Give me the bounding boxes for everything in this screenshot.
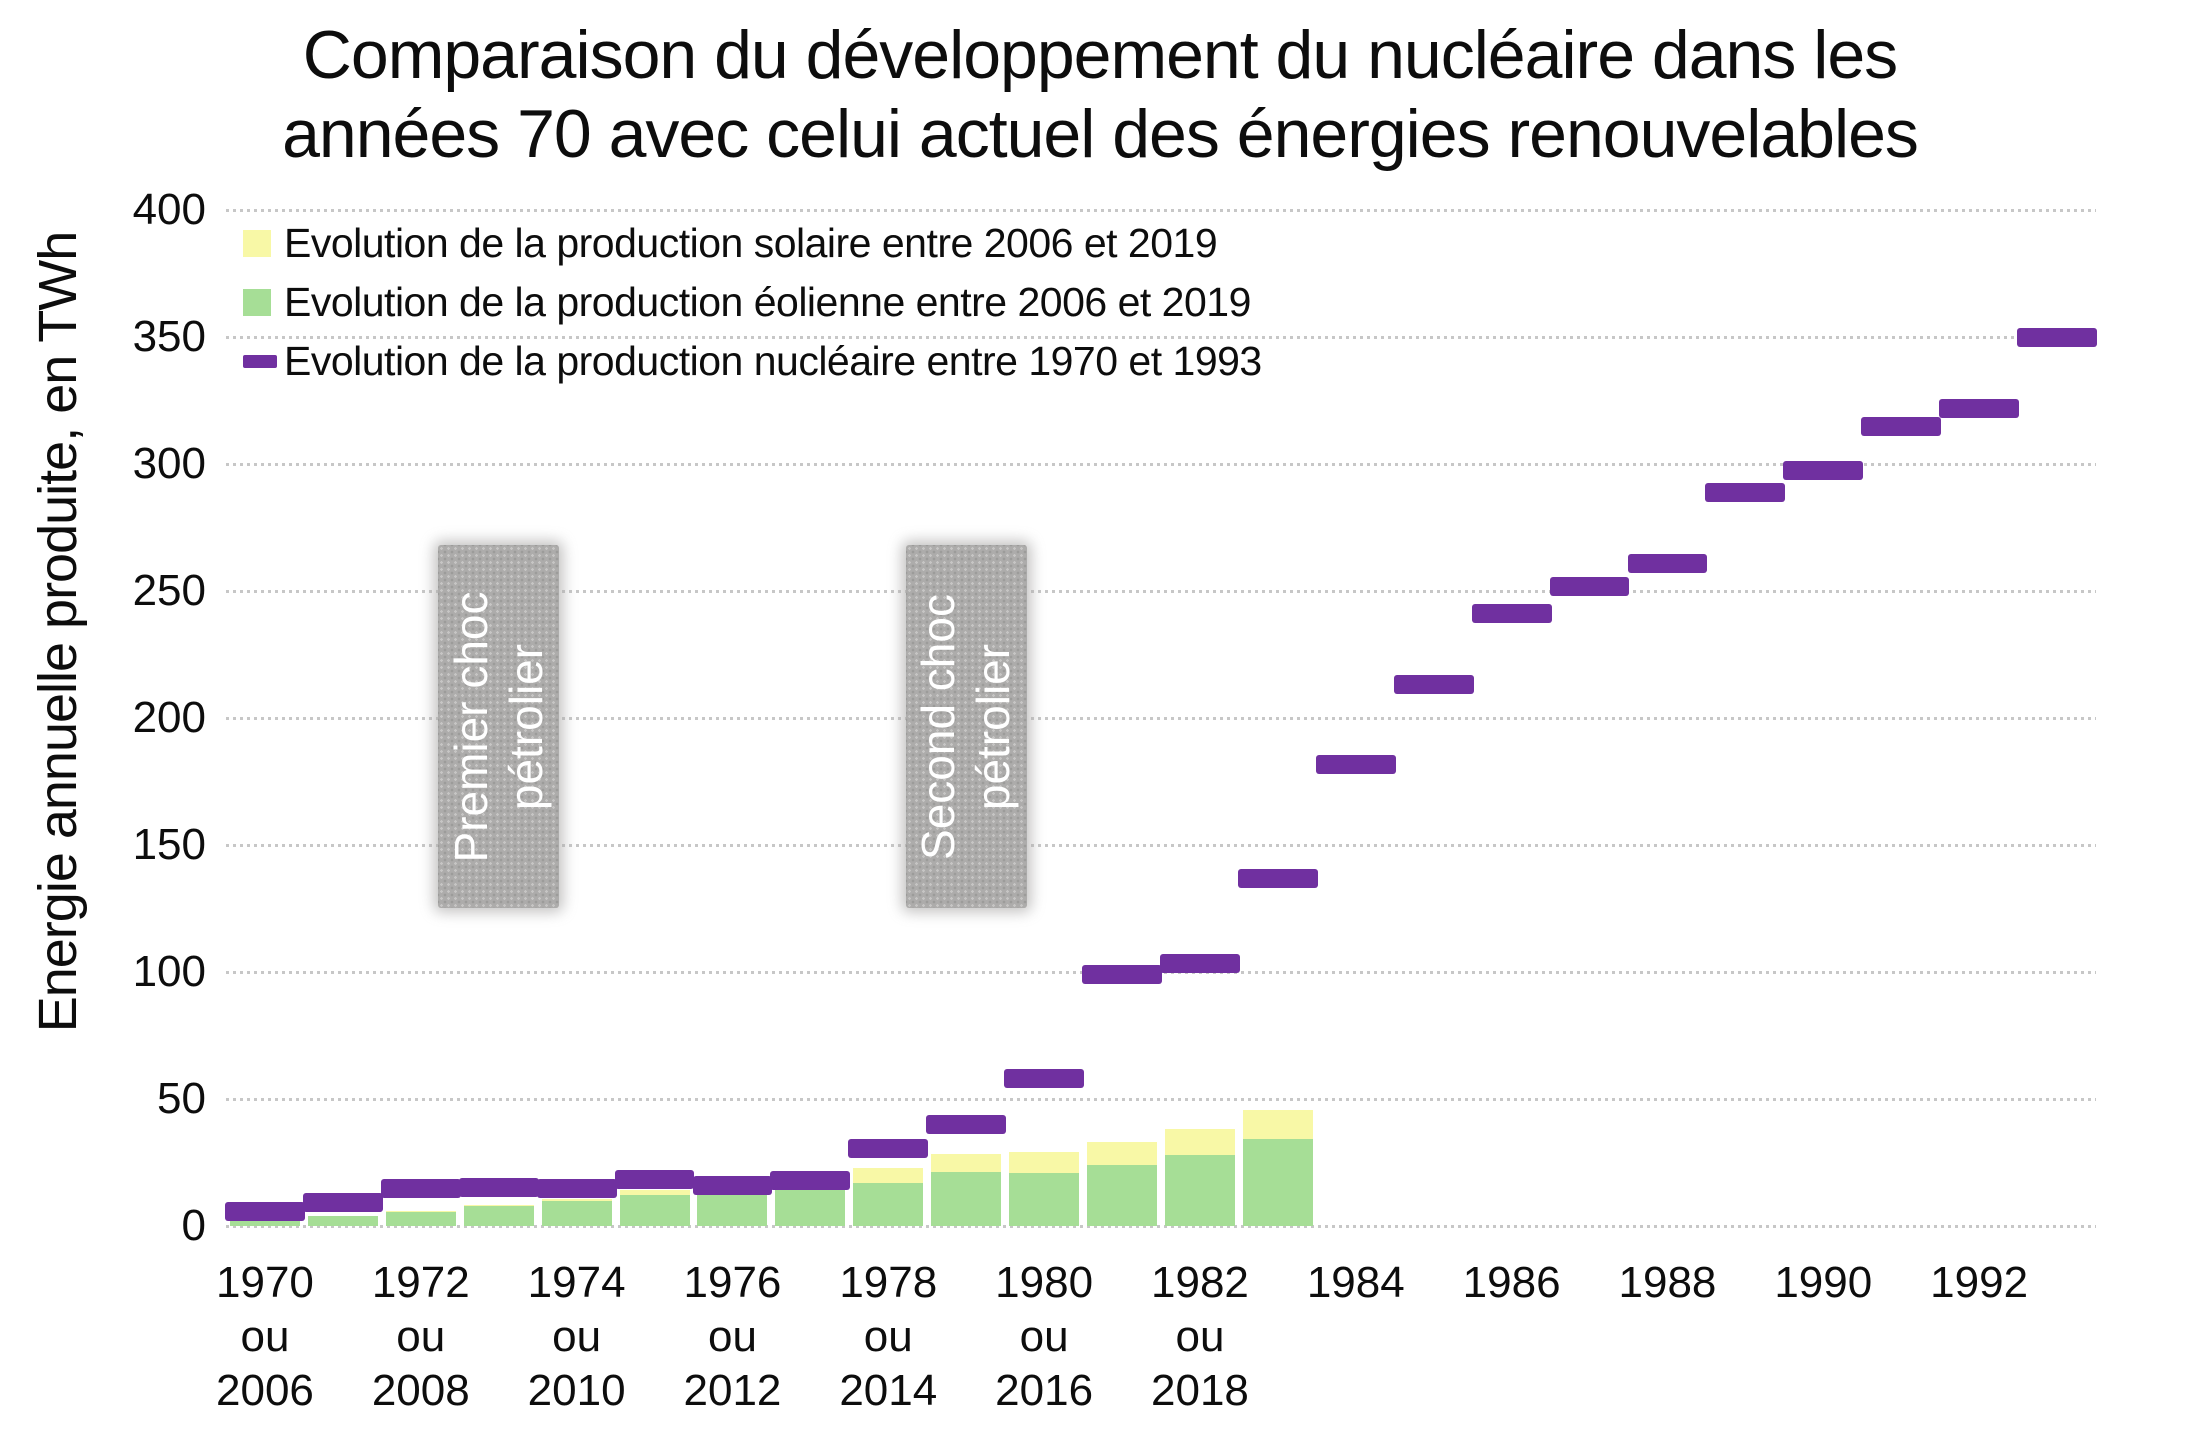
nuclear-dash-1985 [1393,675,1474,695]
wind-bar-2006 [229,1220,300,1226]
nuclear-dash-1982 [1160,953,1240,973]
wind-bar-2011 [619,1195,690,1226]
wind-bar-2007 [307,1215,378,1226]
y-tick-label-0: 0 [181,1201,206,1250]
nuclear-dash-1971 [302,1192,383,1212]
solar-bar-2014 [853,1167,924,1183]
solar-bar-2018 [1164,1129,1235,1156]
y-tick-label-200: 200 [132,693,206,742]
wind-bar-2009 [463,1205,534,1226]
gridline-0 [226,1225,2096,1228]
x-tick-label-1978: 1978 ou 2014 [839,1258,938,1415]
gridline-150 [226,844,2096,847]
y-tick-label-350: 350 [132,312,206,361]
wind-swatch-icon [243,289,271,316]
gridline-350 [226,336,2096,339]
nuclear-dash-1977 [770,1171,851,1191]
wind-bar-2019 [1242,1139,1313,1226]
solar-bar-2017 [1087,1141,1158,1166]
x-tick-label-1980: 1980 ou 2016 [995,1258,1094,1415]
plot-area: Premier choc pétrolier Second choc pétrol… [225,209,2097,1228]
wind-bar-2013 [775,1185,846,1226]
nuclear-dash-1987 [1549,577,1630,597]
nuclear-dash-1974 [536,1179,617,1199]
solar-bar-2016 [1009,1151,1080,1173]
gridline-300 [226,463,2096,466]
gridline-50 [226,1098,2096,1101]
solar-bar-2009 [463,1205,534,1206]
y-tick-label-400: 400 [132,185,206,234]
chart-title: Comparaison du développement du nucléair… [0,16,2200,174]
solar-bar-2015 [931,1153,1002,1173]
wind-bar-2018 [1164,1155,1235,1226]
nuclear-dash-1975 [614,1170,695,1190]
gridline-400 [226,209,2096,212]
oil-shock-label-2: Second choc pétrolier [912,593,1020,860]
y-tick-label-250: 250 [132,566,206,615]
legend-item-nuclear: Evolution de la production nucléaire ent… [243,332,1262,391]
legend-label-nuclear: Evolution de la production nucléaire ent… [284,338,1262,384]
y-tick-label-50: 50 [157,1074,206,1123]
nuclear-dash-1970 [225,1202,305,1222]
nuclear-dash-1981 [1082,964,1162,984]
gridline-200 [226,717,2096,720]
nuclear-dash-1986 [1471,603,1552,623]
nuclear-dash-1979 [926,1115,1007,1135]
wind-bar-2014 [853,1182,924,1226]
oil-shock-box-2: Second choc pétrolier [905,545,1027,909]
x-tick-label-1984: 1984 [1306,1258,1405,1307]
legend-item-wind: Evolution de la production éolienne entr… [243,273,1262,332]
solar-bar-2019 [1242,1109,1313,1140]
x-tick-label-1988: 1988 [1618,1258,1717,1307]
x-tick-label-1982: 1982 ou 2018 [1151,1258,1249,1415]
x-tick-label-1976: 1976 ou 2012 [683,1258,782,1415]
nuclear-dash-1988 [1627,554,1708,574]
wind-bar-2017 [1087,1165,1158,1226]
y-tick-label-300: 300 [132,439,206,488]
x-tick-label-1992: 1992 [1930,1258,2029,1307]
nuclear-dash-1992 [1939,399,2020,419]
nuclear-dash-1989 [1705,483,1786,503]
y-tick-label-150: 150 [132,820,206,869]
solar-swatch-icon [243,230,271,257]
x-tick-label-1990: 1990 [1774,1258,1873,1307]
solar-bar-2010 [541,1199,612,1201]
nuclear-dash-1991 [1861,417,1942,437]
oil-shock-label-1: Premier choc pétrolier [444,591,552,863]
nuclear-dash-1973 [458,1178,539,1198]
x-tick-label-1974: 1974 ou 2010 [527,1258,626,1415]
solar-bar-2011 [619,1189,690,1195]
nuclear-dash-1993 [2017,327,2097,347]
x-tick-label-1970: 1970 ou 2006 [216,1258,314,1415]
y-tick-label-100: 100 [132,947,206,996]
nuclear-dash-1976 [692,1176,773,1196]
chart-title-line-1: Comparaison du développement du nucléair… [302,17,1898,93]
x-tick-label-1986: 1986 [1462,1258,1561,1307]
oil-shock-box-1: Premier choc pétrolier [438,545,560,909]
wind-bar-2010 [541,1200,612,1226]
nuclear-dash-1983 [1237,868,1318,888]
wind-bar-2016 [1009,1172,1080,1226]
nuclear-dash-1978 [848,1139,929,1159]
legend-item-solar: Evolution de la production solaire entre… [243,214,1262,273]
chart-title-line-2: années 70 avec celui actuel des énergies… [282,96,1919,172]
legend-label-solar: Evolution de la production solaire entre… [284,220,1218,266]
nuclear-dash-1984 [1315,754,1396,774]
legend-label-wind: Evolution de la production éolienne entr… [284,279,1251,325]
wind-bar-2008 [385,1211,456,1226]
nuclear-dash-1990 [1783,461,1864,481]
nuclear-dash-swatch-icon [243,355,277,368]
x-axis-tick-labels: 1970 ou 2006 1972 ou 2008 1974 ou 2010 1976… [0,1256,2200,1426]
nuclear-dash-1980 [1004,1069,1085,1089]
wind-bar-2015 [931,1172,1002,1226]
legend: Evolution de la production solaire entre… [243,214,1262,391]
x-tick-label-1972: 1972 ou 2008 [371,1258,470,1415]
gridline-250 [226,590,2096,593]
nuclear-dash-1972 [380,1179,461,1199]
